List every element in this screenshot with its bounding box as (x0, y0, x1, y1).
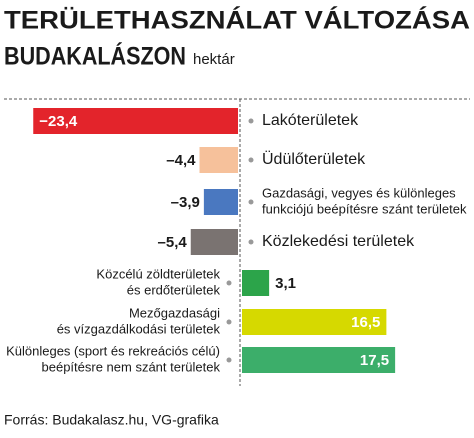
bar (203, 189, 238, 215)
category-label: funkciójú beépítésre szánt területek (262, 201, 467, 216)
chart-title: BUDAKALÁSZON (4, 42, 186, 71)
category-label: Közcélú zöldterületek (96, 266, 220, 281)
source: Forrás: Budakalasz.hu, VG-grafika (4, 412, 219, 428)
value-label: 3,1 (275, 275, 296, 292)
bullet (226, 280, 232, 286)
category-label: Üdülőterületek (262, 150, 366, 168)
category-label: Gazdasági, vegyes és különleges (262, 185, 456, 200)
category-label: Közlekedési területek (262, 233, 415, 250)
bullet (226, 357, 232, 363)
category-label: Lakóterületek (262, 112, 359, 129)
bullet (226, 319, 232, 325)
unit-label: hektár (193, 51, 235, 68)
category-label: Különleges (sport és rekreációs célú) (6, 343, 220, 358)
value-label: –4,4 (166, 152, 196, 169)
category-label: és erdőterületek (127, 282, 221, 297)
value-label: 16,5 (351, 314, 380, 331)
bullet (248, 118, 254, 124)
chart-title: TERÜLETHASZNÁLAT VÁLTOZÁSA (4, 6, 470, 35)
bullet (248, 239, 254, 245)
bar (242, 309, 387, 335)
bar (190, 229, 238, 255)
value-label: 17,5 (360, 352, 389, 369)
bar (242, 347, 396, 373)
bullet (248, 199, 254, 205)
bar (33, 108, 238, 134)
bar (242, 270, 270, 296)
value-label: –5,4 (158, 234, 188, 251)
category-label: és vízgazdálkodási területek (57, 321, 221, 336)
bullet (248, 157, 254, 163)
value-label: −23,4 (39, 113, 78, 130)
category-label: Mezőgazdasági (129, 305, 220, 320)
bar (199, 147, 238, 173)
value-label: –3,9 (171, 194, 200, 211)
category-label: beépítésre nem szánt területek (42, 359, 221, 374)
